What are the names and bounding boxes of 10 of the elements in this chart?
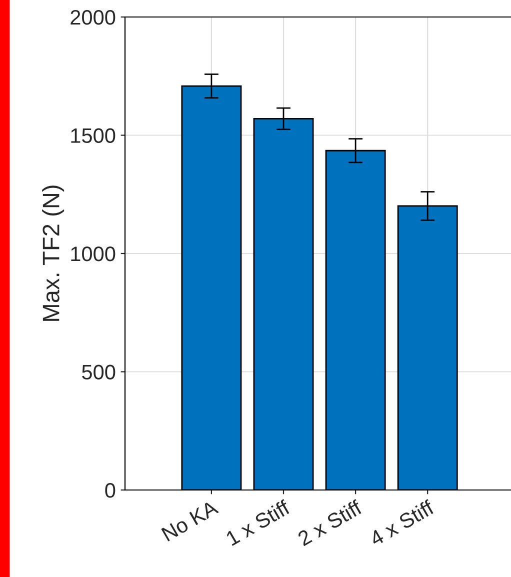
y-tick-label: 1000 — [71, 246, 116, 262]
y-tick-label: 2000 — [70, 10, 116, 25]
y-tick-label: 0 — [105, 483, 116, 498]
y-tick-label: 1500 — [71, 128, 116, 144]
x-tick-label: 2 x Stiff — [296, 499, 364, 546]
x-tick-label: 4 x Stiff — [368, 499, 436, 547]
y-axis-title: Max. TF2 (N) — [42, 186, 64, 321]
x-tick-label: 1 x Stiff — [225, 499, 292, 546]
y-tick-label: 500 — [82, 364, 116, 380]
x-tick-label: No KA — [161, 500, 220, 542]
